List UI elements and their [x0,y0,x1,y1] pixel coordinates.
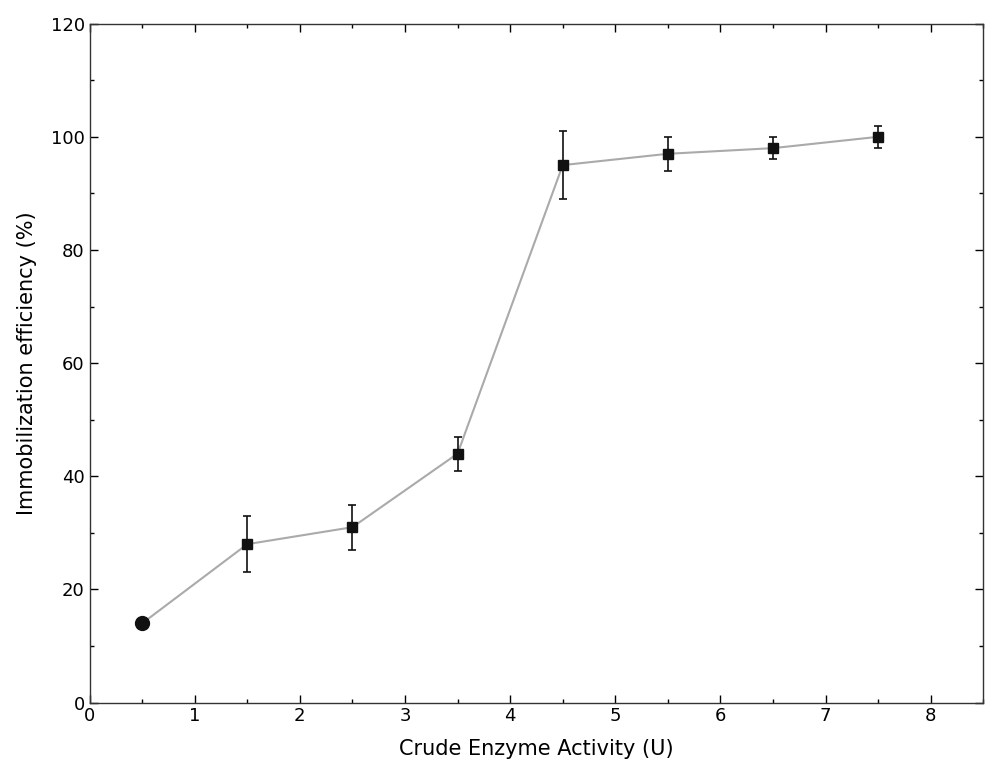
X-axis label: Crude Enzyme Activity (U): Crude Enzyme Activity (U) [399,740,674,760]
Y-axis label: Immobilization efficiency (%): Immobilization efficiency (%) [17,211,37,515]
